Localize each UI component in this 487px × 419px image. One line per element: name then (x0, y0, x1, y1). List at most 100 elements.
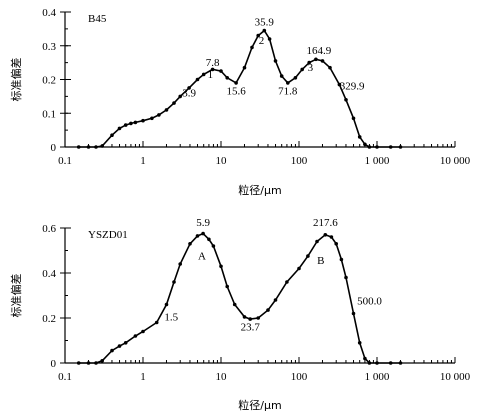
data-point (307, 60, 312, 65)
data-point (250, 45, 254, 50)
y-tick-label: 0 (51, 358, 57, 370)
data-point (375, 145, 379, 149)
data-point (293, 76, 298, 80)
chart-title: B45 (88, 13, 107, 25)
y-tick-label: 0.3 (42, 41, 56, 53)
series-line (78, 232, 401, 364)
y-axis-title: 标准偏差 (9, 58, 23, 102)
data-annotation: 71.8 (278, 86, 298, 98)
y-tick-label: 0.6 (42, 223, 56, 235)
data-point (273, 59, 278, 63)
data-point (141, 329, 145, 334)
data-point (94, 145, 98, 149)
data-point (329, 235, 334, 239)
data-point (164, 302, 169, 307)
data-point (314, 57, 318, 62)
data-point (154, 320, 159, 325)
data-point (86, 145, 91, 149)
data-point (150, 116, 154, 121)
x-tick-label: 10 (216, 155, 228, 167)
data-point (210, 67, 215, 72)
data-point (286, 81, 290, 85)
data-point (207, 237, 211, 242)
x-tick-label: 0.1 (58, 371, 72, 383)
data-point (195, 234, 200, 238)
x-tick-label: 1 000 (365, 155, 390, 167)
data-point (344, 275, 348, 280)
data-point (357, 341, 362, 345)
x-tick-label: 1 (140, 155, 146, 167)
data-point (351, 311, 356, 316)
data-point (357, 135, 362, 139)
data-point (157, 113, 161, 117)
y-tick-label: 0 (51, 142, 57, 154)
data-point (256, 316, 261, 320)
x-tick-label: 10 000 (440, 371, 471, 383)
data-point (363, 142, 367, 147)
data-point (178, 262, 182, 266)
data-point (123, 341, 128, 345)
data-point (211, 244, 216, 248)
data-point (334, 242, 339, 246)
data-point (351, 116, 356, 121)
data-annotation: A (198, 251, 206, 263)
data-point (242, 315, 247, 319)
data-point (133, 120, 138, 125)
data-point (188, 242, 192, 246)
data-point (388, 145, 393, 149)
data-point (375, 361, 379, 365)
data-point (279, 74, 284, 78)
data-annotation: 3 (308, 62, 314, 74)
data-point (164, 108, 169, 112)
data-point (232, 302, 237, 307)
data-point (117, 126, 122, 131)
x-tick-label: 1 (140, 371, 146, 383)
data-point (367, 145, 372, 149)
x-tick-label: 0.1 (58, 155, 72, 167)
x-tick-label: 10 000 (440, 155, 471, 167)
data-point (323, 233, 328, 237)
y-tick-label: 0.2 (42, 313, 56, 325)
y-tick-label: 0.4 (42, 7, 56, 19)
data-point (328, 65, 332, 70)
data-annotation: 3.9 (182, 87, 196, 99)
data-point (94, 361, 98, 365)
data-point (398, 361, 403, 365)
data-annotation: 7.8 (206, 57, 220, 69)
data-annotation: B (317, 255, 324, 267)
data-point (76, 145, 81, 149)
y-axis-title: 标准偏差 (9, 274, 23, 318)
data-point (267, 37, 272, 41)
data-point (110, 348, 114, 353)
data-annotation: 23.7 (241, 321, 261, 333)
x-tick-label: 10 (216, 371, 228, 383)
data-point (266, 308, 270, 312)
y-tick-label: 0.2 (42, 75, 56, 87)
data-point (256, 33, 261, 38)
data-annotation: 2 (259, 35, 265, 47)
data-point (344, 98, 348, 102)
data-point (129, 121, 133, 126)
y-tick-label: 0.4 (42, 268, 56, 280)
data-point (172, 101, 176, 105)
data-point (262, 28, 267, 33)
data-point (388, 361, 393, 365)
data-point (100, 359, 104, 363)
data-annotation: 217.6 (313, 217, 338, 229)
data-point (367, 361, 372, 365)
data-point (248, 317, 252, 321)
data-annotation: 1 (208, 69, 214, 81)
x-axis-title: 粒径/μm (238, 398, 281, 412)
data-point (141, 118, 145, 123)
data-point (242, 65, 247, 70)
x-tick-label: 1 000 (365, 371, 390, 383)
data-point (178, 94, 182, 99)
data-point (195, 77, 200, 82)
data-point (187, 86, 191, 90)
x-tick-label: 100 (291, 371, 308, 383)
data-point (225, 76, 229, 80)
data-point (337, 82, 342, 87)
data-point (363, 356, 367, 361)
